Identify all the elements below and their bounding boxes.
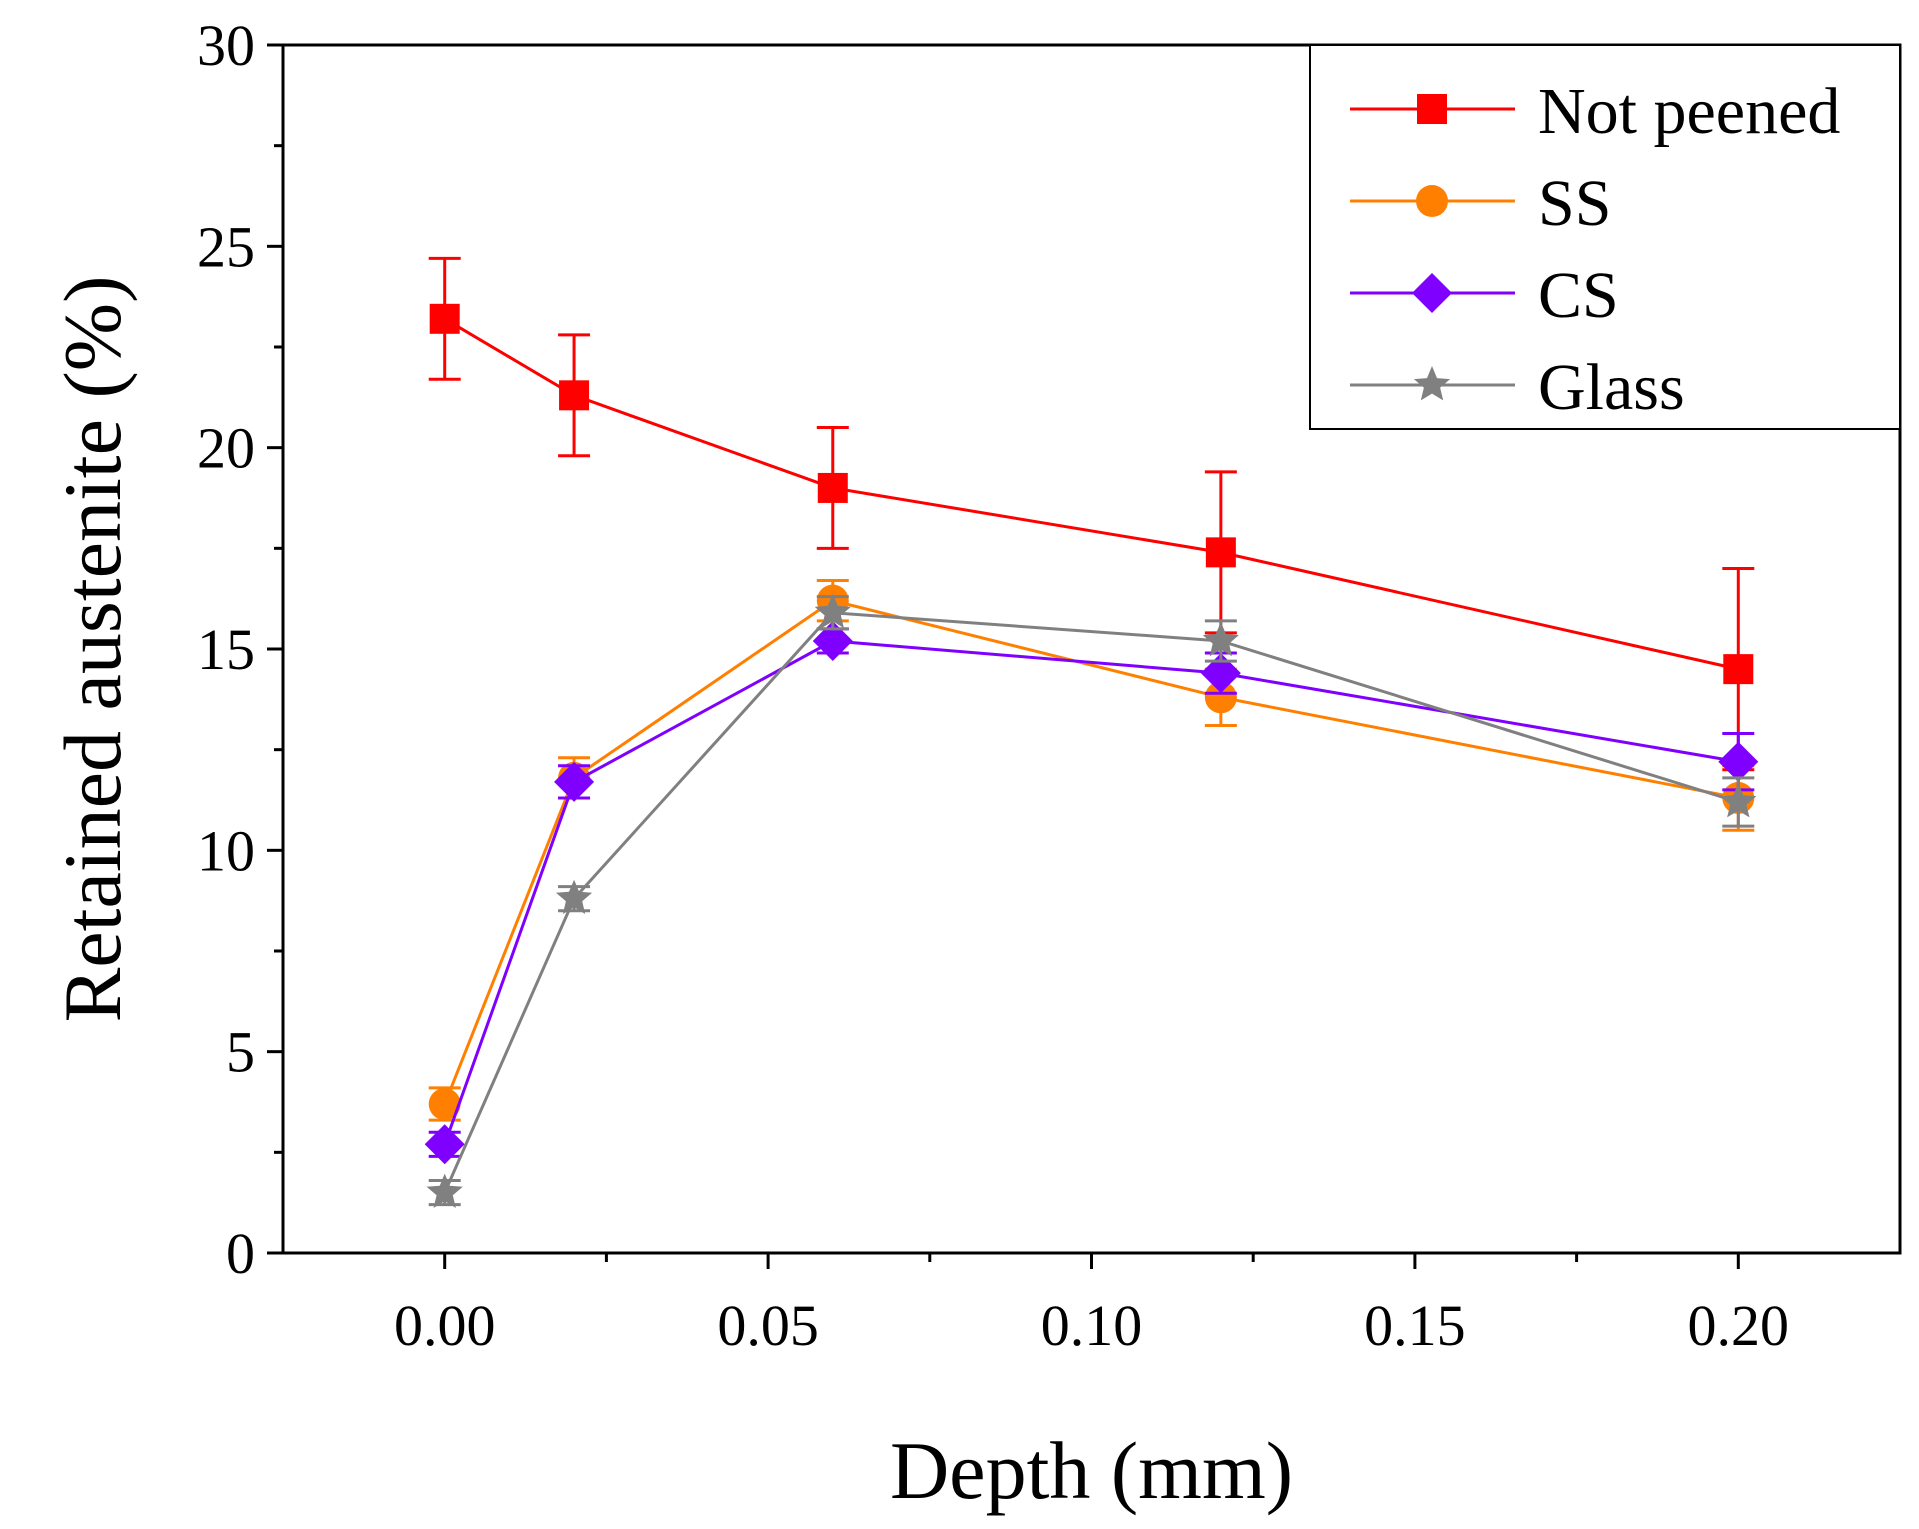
series-cs xyxy=(424,620,1759,1165)
data-point-glass xyxy=(1720,783,1757,818)
y-tick-label: 20 xyxy=(197,416,255,481)
data-point-cs xyxy=(1200,653,1241,694)
data-point-cs xyxy=(424,1124,465,1165)
series-glass xyxy=(426,593,1757,1208)
data-point-ss xyxy=(1204,681,1237,714)
y-tick-label: 15 xyxy=(197,617,255,682)
y-axis-title: Retained austenite (%) xyxy=(47,276,138,1023)
x-tick-label: 0.20 xyxy=(1688,1293,1790,1358)
y-axis: 0 5 10 15 20 25 30 xyxy=(197,13,283,1286)
legend: Not peened SS CS Glass xyxy=(1309,44,1901,430)
y-tick-label: 10 xyxy=(197,818,255,883)
x-axis-title: Depth (mm) xyxy=(890,1425,1293,1516)
data-point-glass xyxy=(1202,621,1239,657)
y-tick-label: 0 xyxy=(226,1221,255,1286)
data-point-ss xyxy=(428,1088,461,1121)
legend-label-not-peened: Not peened xyxy=(1538,75,1840,148)
x-tick-label: 0.00 xyxy=(394,1293,496,1358)
data-point-glass xyxy=(556,879,593,914)
data-point-not-peened xyxy=(429,303,460,334)
series-not-peened xyxy=(428,256,1755,772)
data-point-glass xyxy=(426,1173,463,1208)
legend-label-cs: CS xyxy=(1538,259,1619,332)
legend-marker-cs xyxy=(1412,273,1452,313)
legend-marker-ss xyxy=(1416,185,1448,217)
legend-label-glass: Glass xyxy=(1538,351,1685,424)
data-point-not-peened xyxy=(1205,537,1236,568)
x-tick-label: 0.05 xyxy=(717,1293,819,1358)
y-tick-label: 5 xyxy=(226,1020,255,1085)
data-point-cs xyxy=(1718,741,1759,782)
y-tick-label: 30 xyxy=(197,13,255,78)
x-axis: 0.00 0.05 0.10 0.15 0.20 xyxy=(394,1253,1789,1358)
data-point-cs xyxy=(554,761,595,802)
data-point-not-peened xyxy=(817,472,848,503)
data-point-cs xyxy=(812,620,853,661)
data-point-not-peened xyxy=(559,380,590,411)
legend-marker-glass xyxy=(1413,366,1451,401)
x-tick-label: 0.15 xyxy=(1364,1293,1466,1358)
series-layer xyxy=(424,256,1759,1208)
legend-marker-not-peened xyxy=(1417,94,1447,124)
data-point-not-peened xyxy=(1723,654,1754,685)
legend-label-ss: SS xyxy=(1538,167,1611,240)
x-tick-label: 0.10 xyxy=(1041,1293,1143,1358)
y-tick-label: 25 xyxy=(197,214,255,279)
data-point-glass xyxy=(814,593,851,629)
